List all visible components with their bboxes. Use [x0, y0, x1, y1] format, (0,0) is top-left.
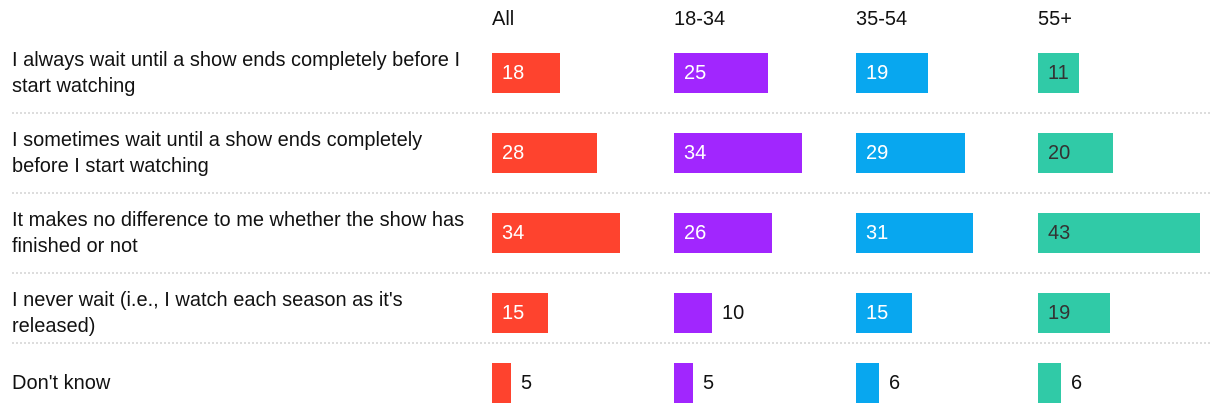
data-label: 18 [502, 62, 525, 84]
bar [674, 293, 712, 333]
bar [856, 133, 965, 173]
data-label: 6 [889, 372, 901, 394]
data-label: 31 [866, 222, 889, 244]
bar [674, 363, 693, 403]
row-label: I always wait until a show ends complete… [12, 49, 460, 97]
bar [492, 133, 597, 173]
data-label: 25 [684, 62, 707, 84]
bar [1038, 363, 1061, 403]
bar [1038, 53, 1079, 93]
bar [856, 363, 879, 403]
row-divider [12, 192, 1210, 194]
row-label: Don't know [12, 372, 111, 394]
data-label: 5 [521, 372, 533, 394]
row-label: I sometimes wait until a show ends compl… [12, 129, 423, 177]
column-header-55+: 55+ [1038, 8, 1072, 30]
data-label: 29 [866, 142, 889, 164]
bar [492, 293, 548, 333]
bar [492, 213, 620, 253]
data-label: 6 [1071, 372, 1083, 394]
column-header-18-34: 18-34 [674, 8, 726, 30]
data-label: 34 [684, 142, 707, 164]
data-label: 20 [1048, 142, 1071, 164]
data-label: 34 [502, 222, 525, 244]
bar [856, 213, 973, 253]
data-label: 19 [866, 62, 889, 84]
row-label: I never wait (i.e., I watch each season … [12, 289, 403, 337]
bar [856, 293, 912, 333]
bar [674, 133, 802, 173]
data-label: 10 [722, 302, 745, 324]
data-label: 28 [502, 142, 525, 164]
bar [674, 53, 768, 93]
bar [856, 53, 928, 93]
data-label: 15 [866, 302, 889, 324]
column-header-35-54: 35-54 [856, 8, 908, 30]
bar [674, 213, 772, 253]
bar [1038, 293, 1110, 333]
bar [492, 53, 560, 93]
row-divider [12, 112, 1210, 114]
data-label: 5 [703, 372, 715, 394]
bar [492, 363, 511, 403]
data-label: 15 [502, 302, 525, 324]
bar [1038, 213, 1200, 253]
data-label: 11 [1048, 62, 1069, 84]
row-divider [12, 342, 1210, 344]
bar [1038, 133, 1113, 173]
data-label: 43 [1048, 222, 1071, 244]
data-label: 26 [684, 222, 707, 244]
data-label: 19 [1048, 302, 1071, 324]
row-label: It makes no difference to me whether the… [12, 209, 465, 257]
column-header-All: All [492, 8, 515, 30]
row-divider [12, 272, 1210, 274]
